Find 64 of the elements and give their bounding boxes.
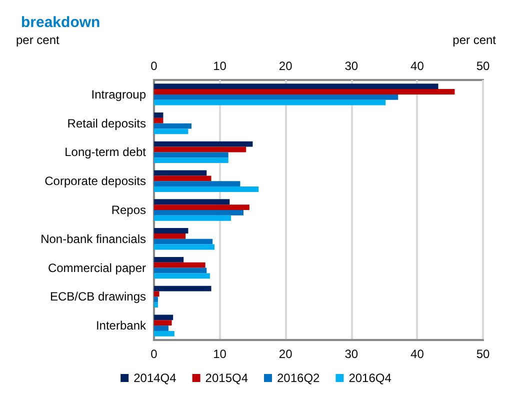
x-tick-label: 10	[213, 347, 227, 361]
bar	[154, 296, 158, 302]
legend-label: 2016Q4	[348, 371, 392, 385]
bar	[154, 273, 210, 279]
bar	[154, 238, 213, 244]
bar	[154, 244, 215, 250]
y-tick-label: Corporate deposits	[44, 174, 146, 188]
x2-tick-label: 10	[213, 59, 227, 73]
bar	[154, 286, 212, 292]
bar	[154, 302, 158, 308]
x-tick-label: 40	[410, 347, 424, 361]
x2-tick-label: 30	[344, 59, 358, 73]
bar	[154, 268, 207, 274]
x2-tick-label: 20	[278, 59, 293, 73]
y-tick-label: Interbank	[96, 318, 147, 333]
bar	[154, 100, 386, 106]
bar	[154, 215, 231, 221]
bar	[154, 141, 253, 147]
x-tick-label: 30	[344, 347, 358, 361]
bar	[154, 123, 192, 129]
bar	[154, 204, 250, 210]
bar	[154, 210, 244, 216]
bar	[154, 186, 259, 192]
bar	[154, 146, 246, 152]
bar	[154, 94, 398, 100]
x2-axis-title: per cent	[452, 33, 497, 47]
bar	[154, 228, 188, 234]
x-tick-label: 0	[150, 347, 158, 361]
bar	[154, 170, 207, 176]
legend-label: 2016Q2	[277, 371, 320, 385]
bar	[154, 128, 188, 134]
bar	[154, 118, 164, 124]
x-tick-label: 50	[476, 347, 490, 361]
bar	[154, 233, 186, 239]
bar	[154, 181, 240, 187]
x-axis-title: per cent	[16, 33, 60, 47]
bar	[154, 84, 438, 90]
y-tick-label: Intragroup	[91, 87, 146, 102]
bar	[154, 89, 455, 94]
bar	[154, 199, 230, 205]
y-tick-label: Non-bank financials	[40, 232, 146, 246]
legend-label: 2015Q4	[205, 371, 248, 385]
x-tick-label: 20	[278, 347, 293, 361]
x2-tick-label: 40	[410, 59, 424, 73]
bar	[154, 152, 228, 158]
bar	[154, 320, 172, 326]
bar	[154, 256, 184, 262]
y-tick-label: Retail deposits	[67, 116, 146, 130]
y-tick-label: Repos	[111, 203, 146, 217]
bar	[154, 330, 174, 336]
chart-title: breakdown	[21, 14, 100, 31]
bar	[154, 158, 228, 164]
bar	[154, 262, 206, 268]
bar	[154, 291, 160, 297]
y-tick-label: Long-term debt	[64, 145, 147, 160]
bar	[154, 314, 174, 320]
y-tick-label: ECB/CB drawings	[50, 290, 146, 304]
x2-tick-label: 0	[150, 59, 158, 73]
y-tick-label: Commercial paper	[48, 260, 146, 275]
legend-label: 2014Q4	[134, 371, 177, 385]
bar	[154, 326, 168, 331]
x2-tick-label: 50	[476, 59, 490, 73]
bar	[154, 112, 164, 118]
bar	[154, 176, 212, 182]
